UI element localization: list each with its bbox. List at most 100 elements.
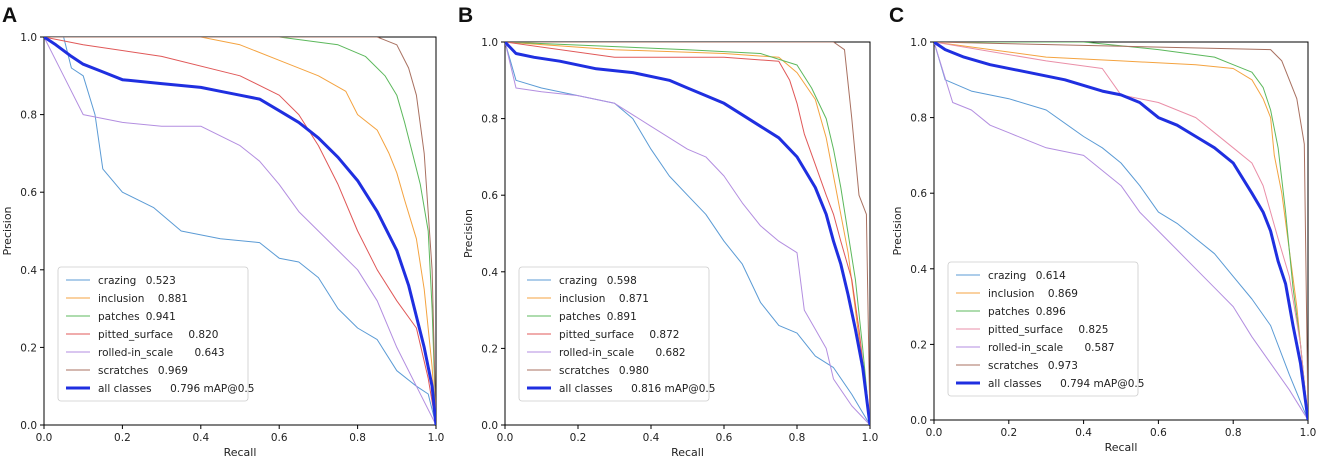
legend-entry-name: rolled-in_scale [988,342,1063,354]
series-line-inclusion [44,37,436,425]
series-line-patches [505,42,870,425]
legend-entry-name: crazing [98,275,136,287]
legend-entry-value: 0.682 [656,347,686,359]
x-tick-label: 0.2 [114,432,131,444]
y-tick-label: 0.6 [481,190,498,202]
x-axis-label: Recall [671,446,704,459]
y-tick-label: 0.2 [20,342,37,354]
y-tick-label: 0.4 [20,265,37,277]
x-tick-label: 0.6 [716,432,733,444]
series-line-rolled-in-scale [44,37,436,425]
series-line-all-classes [505,42,870,425]
panel-a: A 0.0 0.2 0.4 0.6 0.8 1.0 0.0 0.2 0.4 0.6 0.8 1.0 Rec… [1,4,444,459]
legend-entry-value: 0.869 [1048,288,1078,300]
series-line-patches [44,37,436,425]
x-tick-label: 0.8 [789,432,806,444]
series-line-all-classes [934,42,1308,420]
legend-entry-name: patches [988,306,1030,318]
series-line-rolled-in-scale [505,42,870,425]
series-line-scratches [934,42,1308,420]
legend-entry-name: scratches [988,360,1038,372]
y-tick-label: 0.6 [20,187,37,199]
y-tick-label: 0.2 [910,339,927,351]
legend-entry-name: all classes [988,378,1042,390]
legend-entry-value: 0.871 [619,293,649,305]
legend-entry-value: 0.891 [607,311,637,323]
y-tick-label: 0.8 [910,113,927,125]
legend-entry-value: 0.820 [188,329,218,341]
legend-entry-value: 0.598 [607,275,637,287]
legend-entry-name: crazing [559,275,597,287]
legend-entry-name: inclusion [988,288,1034,300]
legend-entry-name: crazing [988,270,1026,282]
y-tick-label: 0.2 [481,343,498,355]
x-tick-label: 0.2 [1000,427,1017,439]
panel-b: B 0.0 0.2 0.4 0.6 0.8 1.0 0.0 0.2 0.4 0.6 0.8 1.0 Rec… [458,4,878,459]
legend-entry-value: 0.643 [195,347,225,359]
x-tick-label: 0.6 [271,432,288,444]
y-tick-label: 0.4 [481,267,498,279]
legend-entry-name: inclusion [98,293,144,305]
x-tick-label: 0.8 [1225,427,1242,439]
y-tick-label: 1.0 [20,32,37,44]
legend-entry-name: rolled-in_scale [559,347,634,359]
x-tick-label: 0.0 [926,427,943,439]
x-tick-label: 0.4 [192,432,209,444]
legend-entry-value: 0.881 [158,293,188,305]
legend-entry-name: pitted_surface [98,329,173,341]
legend-entry-name: rolled-in_scale [98,347,173,359]
y-tick-label: 0.0 [20,420,37,432]
series-line-pitted-surface [505,42,870,425]
y-axis-label: Precision [462,209,475,258]
x-axis-label: Recall [1105,441,1138,454]
y-tick-label: 1.0 [481,37,498,49]
series-line-scratches [44,37,436,425]
x-tick-label: 0.0 [497,432,514,444]
series-line-pitted-surface [44,37,436,425]
legend-entry-value: 0.980 [619,365,649,377]
legend-entry-name: all classes [559,383,613,395]
x-tick-label: 0.8 [349,432,366,444]
legend-entry-value: 0.523 [146,275,176,287]
series-line-pitted-surface [934,42,1308,420]
legend-entry-value: 0.973 [1048,360,1078,372]
x-tick-label: 0.2 [570,432,587,444]
legend-entry-name: scratches [559,365,609,377]
legend-entry-value: 0.614 [1036,270,1066,282]
y-axis-label: Precision [1,206,14,255]
y-tick-label: 0.0 [481,420,498,432]
x-tick-label: 0.0 [36,432,53,444]
plot-frame [933,41,1309,421]
y-tick-label: 0.8 [20,110,37,122]
y-axis-label: Precision [891,206,904,255]
legend-entry-value: 0.969 [158,365,188,377]
legend-box [57,266,249,402]
x-tick-label: 1.0 [862,432,879,444]
panel-c: C 0.0 0.2 0.4 0.6 0.8 1.0 0.0 0.2 0.4 0.6 0.8 1.0 Rec… [889,4,1316,454]
legend-entry-name: patches [98,311,140,323]
x-tick-label: 0.6 [1150,427,1167,439]
legend-entry-name: all classes [98,383,152,395]
legend-entry-name: pitted_surface [988,324,1063,336]
legend-entry-value: 0.825 [1078,324,1108,336]
legend-box [518,266,710,402]
legend-entry-name: patches [559,311,601,323]
legend-entry-value: 0.941 [146,311,176,323]
series-line-crazing [934,42,1308,420]
series-line-all-classes [44,37,436,425]
legend-entry-value: 0.896 [1036,306,1066,318]
series-line-patches [934,42,1308,420]
y-tick-label: 0.8 [481,114,498,126]
x-axis-label: Recall [224,446,257,459]
x-tick-label: 1.0 [428,432,445,444]
series-line-rolled-in-scale [934,42,1308,420]
legend-entry-value: 0.816 mAP@0.5 [631,383,715,395]
y-tick-label: 0.4 [910,264,927,276]
y-tick-label: 0.0 [910,415,927,427]
x-tick-label: 1.0 [1300,427,1317,439]
legend-entry-name: pitted_surface [559,329,634,341]
x-tick-label: 0.4 [1075,427,1092,439]
legend-entry-name: inclusion [559,293,605,305]
